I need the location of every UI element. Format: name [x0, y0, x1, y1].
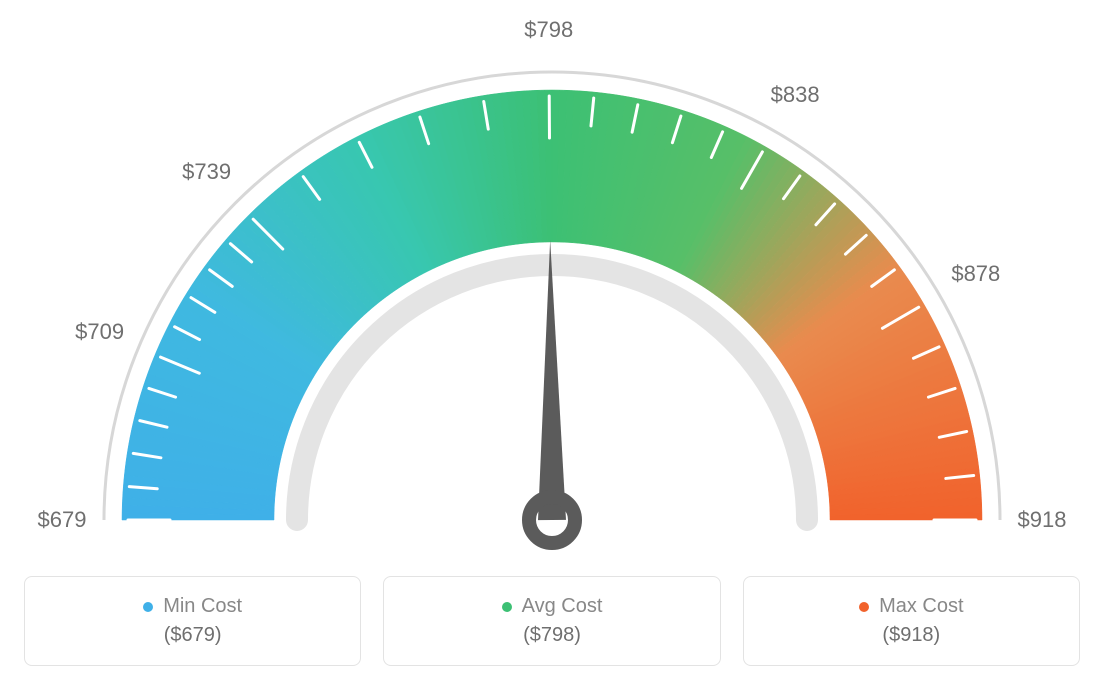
legend-title-min: Min Cost [143, 595, 242, 618]
gauge-area: $679 $709 $739 $798 $838 $878 $918 [0, 0, 1104, 560]
gauge-tick-label: $798 [524, 17, 573, 43]
gauge-tick-label: $739 [182, 159, 231, 185]
dot-icon-min [143, 602, 153, 612]
legend-card-avg: Avg Cost ($798) [383, 576, 720, 666]
legend-value-max: ($918) [882, 624, 940, 647]
gauge-tick-label: $679 [38, 507, 87, 533]
dot-icon-avg [502, 602, 512, 612]
gauge-tick-label: $878 [951, 261, 1000, 287]
legend-label-avg: Avg Cost [522, 595, 603, 618]
legend-label-min: Min Cost [163, 595, 242, 618]
gauge-tick-label: $918 [1018, 507, 1067, 533]
dot-icon-max [859, 602, 869, 612]
legend-row: Min Cost ($679) Avg Cost ($798) Max Cost… [24, 576, 1080, 666]
gauge-tick-label: $838 [771, 82, 820, 108]
legend-title-avg: Avg Cost [502, 595, 603, 618]
legend-label-max: Max Cost [879, 595, 963, 618]
gauge-chart-container: $679 $709 $739 $798 $838 $878 $918 Min Cost ($… [0, 0, 1104, 690]
gauge-tick-label: $709 [75, 319, 124, 345]
legend-value-avg: ($798) [523, 624, 581, 647]
legend-value-min: ($679) [164, 624, 222, 647]
legend-card-min: Min Cost ($679) [24, 576, 361, 666]
legend-card-max: Max Cost ($918) [743, 576, 1080, 666]
gauge-needle [538, 240, 566, 520]
gauge-svg [0, 0, 1104, 560]
legend-title-max: Max Cost [859, 595, 963, 618]
